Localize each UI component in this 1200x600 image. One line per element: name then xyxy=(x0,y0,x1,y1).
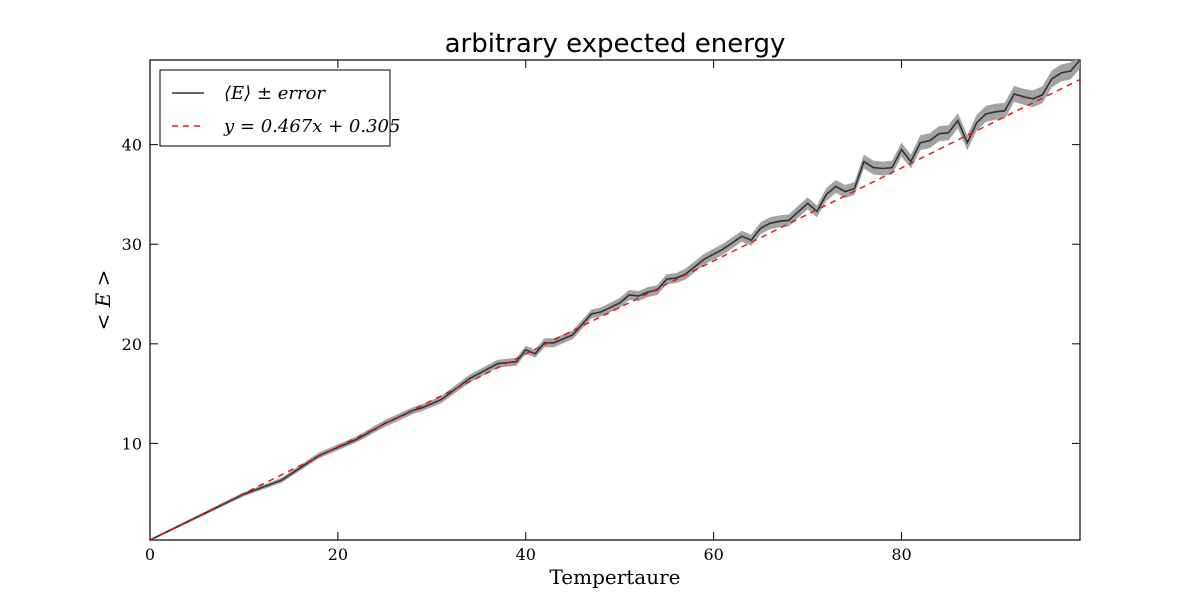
chart-title: arbitrary expected energy xyxy=(445,29,786,59)
plot-frame xyxy=(149,59,1081,541)
legend: ⟨E⟩ ± error y = 0.467x + 0.305 xyxy=(159,69,400,147)
plot-layer xyxy=(150,60,1080,540)
y-tick-label: 20 xyxy=(122,335,142,354)
legend-box xyxy=(159,69,391,147)
x-tick-label: 40 xyxy=(516,545,536,564)
x-tick-label: 80 xyxy=(891,545,911,564)
y-tick-label: 30 xyxy=(122,235,142,254)
y-tick-label: 40 xyxy=(122,136,142,155)
legend-label-error-series: ⟨E⟩ ± error xyxy=(224,83,326,104)
tick-layer: 0 20 40 60 80 10 20 30 40 xyxy=(122,60,1080,564)
series-line-expected-energy xyxy=(150,60,1080,540)
error-band xyxy=(150,60,1080,540)
x-tick-label: 0 xyxy=(145,545,155,564)
x-tick-label: 60 xyxy=(703,545,723,564)
series-group xyxy=(150,60,1080,540)
legend-label-fit-line: y = 0.467x + 0.305 xyxy=(223,116,400,137)
series-line-linear-fit xyxy=(150,78,1080,540)
y-tick-label: 10 xyxy=(122,434,142,453)
x-tick-label: 20 xyxy=(328,545,348,564)
y-axis-label: < E > xyxy=(91,270,115,331)
x-axis-label: Tempertaure xyxy=(549,565,680,589)
